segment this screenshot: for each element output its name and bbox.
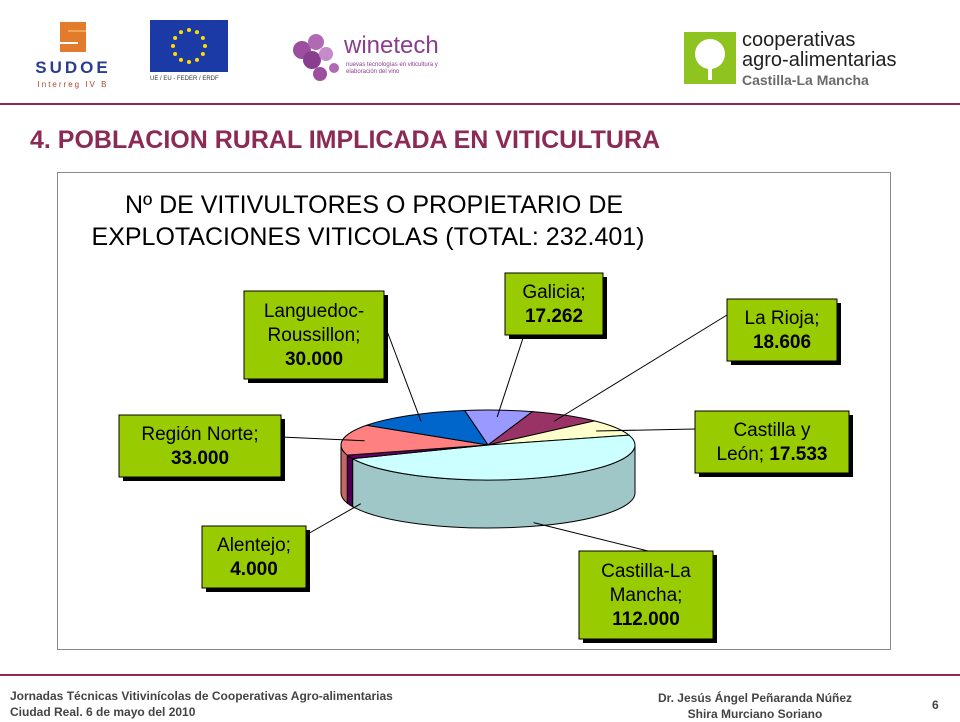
sudoe-word: SUDOE [35,58,111,77]
eu-star-icon [179,30,183,35]
chart-panel: Nº DE VITIVULTORES O PROPIETARIO DE EXPL… [57,172,891,650]
data-label-box [694,410,850,474]
eu-star-icon [173,52,178,56]
coop-line1: cooperativas [742,29,856,51]
data-label-text: Alentejo; [217,535,291,556]
data-label-box [504,272,604,336]
header-rule [0,103,960,105]
winetech-sub: nuevas tecnologías en viticultura y elab… [346,62,438,75]
coop-line3: Castilla-La Mancha [742,72,869,88]
data-label-value: 30.000 [285,349,343,370]
pie-chart: Nº DE VITIVULTORES O PROPIETARIO DE EXPL… [92,191,853,643]
chart-title-line1: Nº DE VITIVULTORES O PROPIETARIO DE [125,191,623,219]
eu-star-icon [200,52,205,56]
data-label-value: 18.606 [753,332,811,353]
data-label-text: Región Norte; [141,424,258,445]
eu-star-icon [173,36,178,40]
page-number: 6 [932,698,939,712]
data-label-value: 33.000 [171,448,229,469]
footer-event-line2: Ciudad Real. 6 de mayo del 2010 [10,705,196,719]
winetech-word: winetech [344,32,439,59]
eu-flag-icon [150,20,228,72]
winetech-logo: winetech nuevas tecnologías en viticultu… [282,20,452,90]
data-label-text: Mancha; [610,585,683,606]
footer-event-line1: Jornadas Técnicas Vitivinícolas de Coope… [10,689,393,703]
eu-star-icon [203,44,207,48]
cooperativas-logo: cooperativas agro-alimentarias Castilla-… [684,30,934,90]
logo-bar: SUDOE Interreg IV B UE / EU - FEDER / ER… [0,0,960,103]
data-label-text: Roussillon; [268,325,361,346]
leader-line [280,436,365,442]
winetech-grape-icon [293,34,339,81]
leader-line [533,522,649,552]
data-label-text: Castilla y [733,420,811,441]
coop-line2: agro-alimentarias [742,49,897,71]
eu-star-icon [187,60,191,64]
eu-star-icon [187,28,191,32]
sudoe-mark-icon [60,22,86,52]
data-label-box [201,525,307,589]
footer-event: Jornadas Técnicas Vitivinícolas de Coope… [10,688,393,720]
cooperativas-tree-icon [684,32,736,84]
eu-star-icon [195,30,199,35]
data-label-box [578,550,714,640]
leader-line [553,314,728,422]
footer-authors: Dr. Jesús Ángel Peñaranda Núñez Shira Mu… [630,690,880,722]
data-label-text: Galicia; [522,282,585,303]
eu-star-icon [179,57,183,62]
pie-slice [366,409,490,446]
data-label-text: Languedoc- [264,301,364,322]
data-label-text: Castilla-La [601,561,691,582]
pie-slice [351,434,636,481]
data-label-text: La Rioja; [745,308,820,329]
data-label-box [243,290,385,380]
footer-rule [0,674,960,676]
data-label-value: 4.000 [230,559,278,580]
leader-line [596,428,696,432]
leader-line [496,334,525,418]
page-title: 4. POBLACION RURAL IMPLICADA EN VITICULT… [30,126,661,154]
data-label-box [726,298,838,362]
footer-author2: Shira Murciano Soriano [687,707,823,721]
data-label-value: 17.262 [525,306,583,327]
data-label-box [118,414,282,478]
data-label-text: León; 17.533 [717,444,828,465]
footer-author1: Dr. Jesús Ángel Peñaranda Núñez [657,691,853,705]
pie-slice-side [346,454,354,508]
leader-line [383,322,422,422]
leader-line [305,503,362,536]
sudoe-sub: Interreg IV B [37,80,109,89]
data-label-value: 112.000 [612,609,680,630]
eu-star-icon [200,36,205,40]
eu-star-icon [171,44,175,48]
eu-caption: UE / EU - FEDER / ERDF [150,76,219,82]
eu-star-icon [195,57,199,62]
sudoe-logo: SUDOE Interreg IV B [18,18,128,89]
data-label-value: 17.533 [769,444,827,465]
chart-title-line2: EXPLOTACIONES VITICOLAS (TOTAL: 232.401) [92,223,645,251]
